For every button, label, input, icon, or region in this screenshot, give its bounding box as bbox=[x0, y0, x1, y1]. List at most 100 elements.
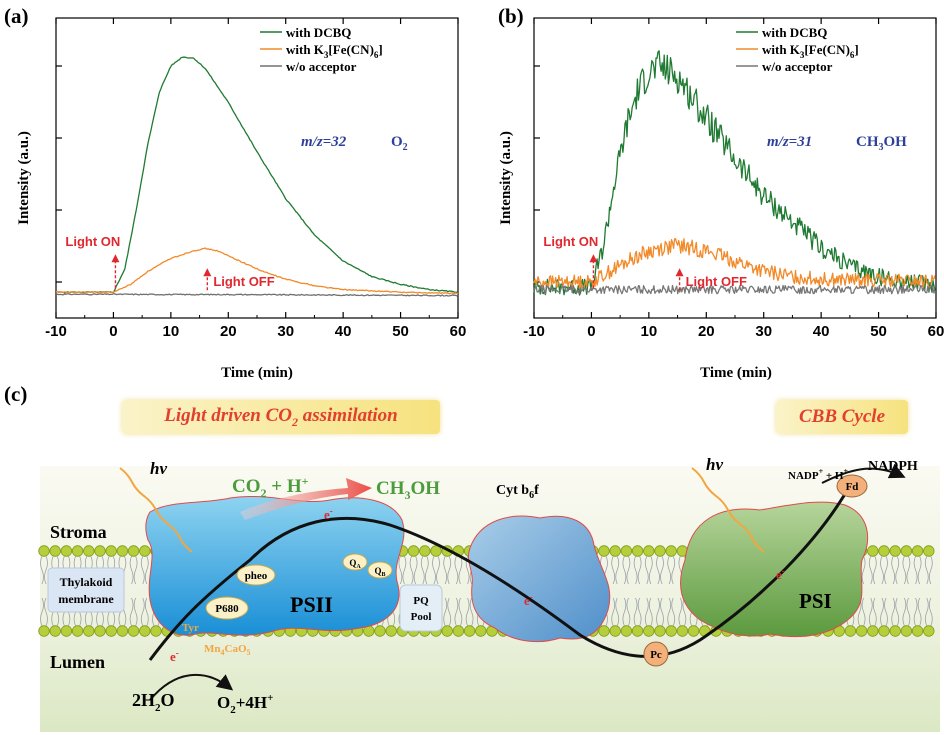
co2-label: CO2 + H+ bbox=[232, 474, 309, 500]
chart-a: -10 0 10 20 30 40 50 60 with DCBQ with K3[Fe(CN)6… bbox=[16, 17, 466, 380]
lipid-tail-top bbox=[409, 555, 414, 585]
light-wave-psii bbox=[119, 467, 193, 553]
lipid-head-top bbox=[867, 545, 879, 557]
lipid-tail-top bbox=[913, 555, 918, 585]
chart-1-legend-label-2: w/o acceptor bbox=[762, 59, 833, 74]
lipid-head-top bbox=[430, 545, 442, 557]
lipid-head-top bbox=[889, 545, 901, 557]
chart-0-series-0-line bbox=[55, 56, 459, 294]
lipid-tail-top bbox=[861, 555, 866, 585]
stroma-label: Stroma bbox=[50, 522, 107, 542]
lipid-tail-bottom bbox=[454, 597, 459, 627]
lipid-tail-top bbox=[436, 555, 440, 585]
lipid-head-bottom bbox=[687, 625, 700, 637]
electron-label-cyt: e- bbox=[524, 592, 533, 608]
lipid-head-top bbox=[83, 545, 95, 557]
lipid-head-bottom bbox=[374, 625, 386, 637]
chart-b: -10 0 10 20 30 40 50 60 with DCBQ with K3[Fe(CN)6… bbox=[498, 17, 944, 380]
lipid-tail-top bbox=[611, 555, 616, 585]
psi-label: PSI bbox=[799, 589, 832, 613]
chart-1-xtick-label: 30 bbox=[755, 323, 772, 340]
lipid-head-bottom bbox=[463, 625, 476, 637]
lipid-head-bottom bbox=[844, 625, 857, 637]
lipid-tail-top bbox=[129, 555, 134, 585]
lipid-tail-bottom bbox=[44, 597, 48, 627]
lipid-head-top bbox=[609, 545, 621, 557]
chart-0-xtick-label: -10 bbox=[45, 323, 67, 340]
lipid-tail-bottom bbox=[140, 597, 145, 627]
electron-label-lumen: e- bbox=[170, 648, 179, 664]
o2-label: O2+4H+ bbox=[217, 692, 273, 716]
lipid-head-bottom bbox=[60, 625, 73, 637]
chart-1-light-off-arrowhead bbox=[675, 268, 684, 277]
nadph-label: NADPH bbox=[868, 459, 918, 474]
banner-cbb-text: CBB Cycle bbox=[798, 406, 886, 427]
lipid-tail-bottom bbox=[144, 597, 149, 627]
lipid-tail-bottom bbox=[447, 597, 452, 627]
lipid-tail-top bbox=[420, 555, 425, 585]
lipid-head-bottom bbox=[116, 625, 129, 637]
lipid-head-top bbox=[631, 545, 644, 557]
panel-label-b: (b) bbox=[498, 4, 524, 28]
lipid-tail-bottom bbox=[469, 597, 474, 627]
lipid-tail-bottom bbox=[615, 597, 620, 627]
pheo-label: pheo bbox=[245, 570, 268, 582]
lipid-tail-bottom bbox=[682, 597, 687, 627]
chart-a-xlabel: Time (min) bbox=[221, 365, 293, 380]
chart-1-light-on-arrowhead bbox=[589, 254, 598, 263]
chart-1-series-2-line bbox=[533, 284, 936, 295]
lipid-tail-bottom bbox=[129, 597, 134, 627]
lipid-head-bottom bbox=[150, 625, 162, 637]
chart-0-light-on-label: Light ON bbox=[65, 234, 120, 249]
chart-0-light-on-arrowhead bbox=[111, 254, 120, 263]
chart-b-xlabel: Time (min) bbox=[700, 365, 772, 380]
chart-0-xtick-label: 0 bbox=[109, 323, 117, 340]
lipid-tail-top bbox=[891, 555, 896, 585]
fd-carrier: Fd bbox=[836, 474, 868, 498]
lipid-head-top bbox=[654, 545, 666, 557]
chart-1-legend-label-0: with DCBQ bbox=[762, 25, 827, 40]
electron-transport-path bbox=[148, 481, 854, 661]
lipid-tail-top bbox=[868, 555, 873, 585]
thylakoid-label-1: Thylakoid bbox=[60, 575, 113, 589]
lipid-tail-bottom bbox=[895, 597, 900, 627]
cyt-b6f-complex bbox=[467, 515, 611, 643]
lipid-tail-top bbox=[133, 555, 138, 585]
lipid-head-bottom bbox=[139, 625, 151, 637]
lipid-head-bottom bbox=[83, 625, 95, 637]
lipid-head-bottom bbox=[631, 625, 644, 637]
chart-0-legend-label-1: with K3[Fe(CN)6] bbox=[286, 42, 383, 60]
lipid-head-bottom bbox=[643, 625, 655, 637]
electron-label-psi: e- bbox=[776, 566, 785, 582]
lipid-tail-bottom bbox=[924, 597, 929, 627]
lipid-tail-top bbox=[402, 555, 407, 585]
lipid-head-bottom bbox=[654, 625, 666, 637]
co2-conversion-arrow bbox=[240, 478, 372, 520]
lipid-head-bottom bbox=[441, 625, 453, 637]
lipid-tail-top bbox=[140, 555, 145, 585]
lipid-head-bottom bbox=[923, 625, 935, 637]
svg-text:QB: QB bbox=[374, 566, 385, 578]
lipid-tail-top bbox=[902, 555, 907, 585]
lipid-tail-bottom bbox=[626, 597, 631, 627]
lipid-tail-top bbox=[40, 555, 44, 585]
lipid-head-bottom bbox=[665, 625, 677, 637]
lipid-tail-bottom bbox=[891, 597, 896, 627]
lipid-tail-bottom bbox=[667, 597, 672, 627]
panel-label-c: (c) bbox=[4, 382, 28, 406]
pq-label-1: PQ bbox=[413, 595, 429, 607]
lipid-head-bottom bbox=[620, 625, 633, 637]
banner-light-driven-text: Light driven CO2 assimilation bbox=[164, 404, 398, 429]
pq-pool: PQ Pool bbox=[399, 584, 443, 632]
chart-1-xtick-label: 0 bbox=[587, 323, 595, 340]
chart-0-xtick-label: 50 bbox=[392, 323, 409, 340]
lipid-head-bottom bbox=[900, 625, 913, 637]
lipid-tail-bottom bbox=[872, 597, 877, 627]
lipid-tail-top bbox=[917, 555, 922, 585]
chart-1-xtick-label: -10 bbox=[523, 323, 545, 340]
lipid-head-bottom bbox=[94, 625, 106, 637]
lipid-tail-bottom bbox=[884, 597, 888, 627]
lipid-head-bottom bbox=[127, 625, 140, 637]
lipid-tail-top bbox=[44, 555, 48, 585]
mn-cluster-label: Mn4CaO5 bbox=[204, 643, 251, 657]
